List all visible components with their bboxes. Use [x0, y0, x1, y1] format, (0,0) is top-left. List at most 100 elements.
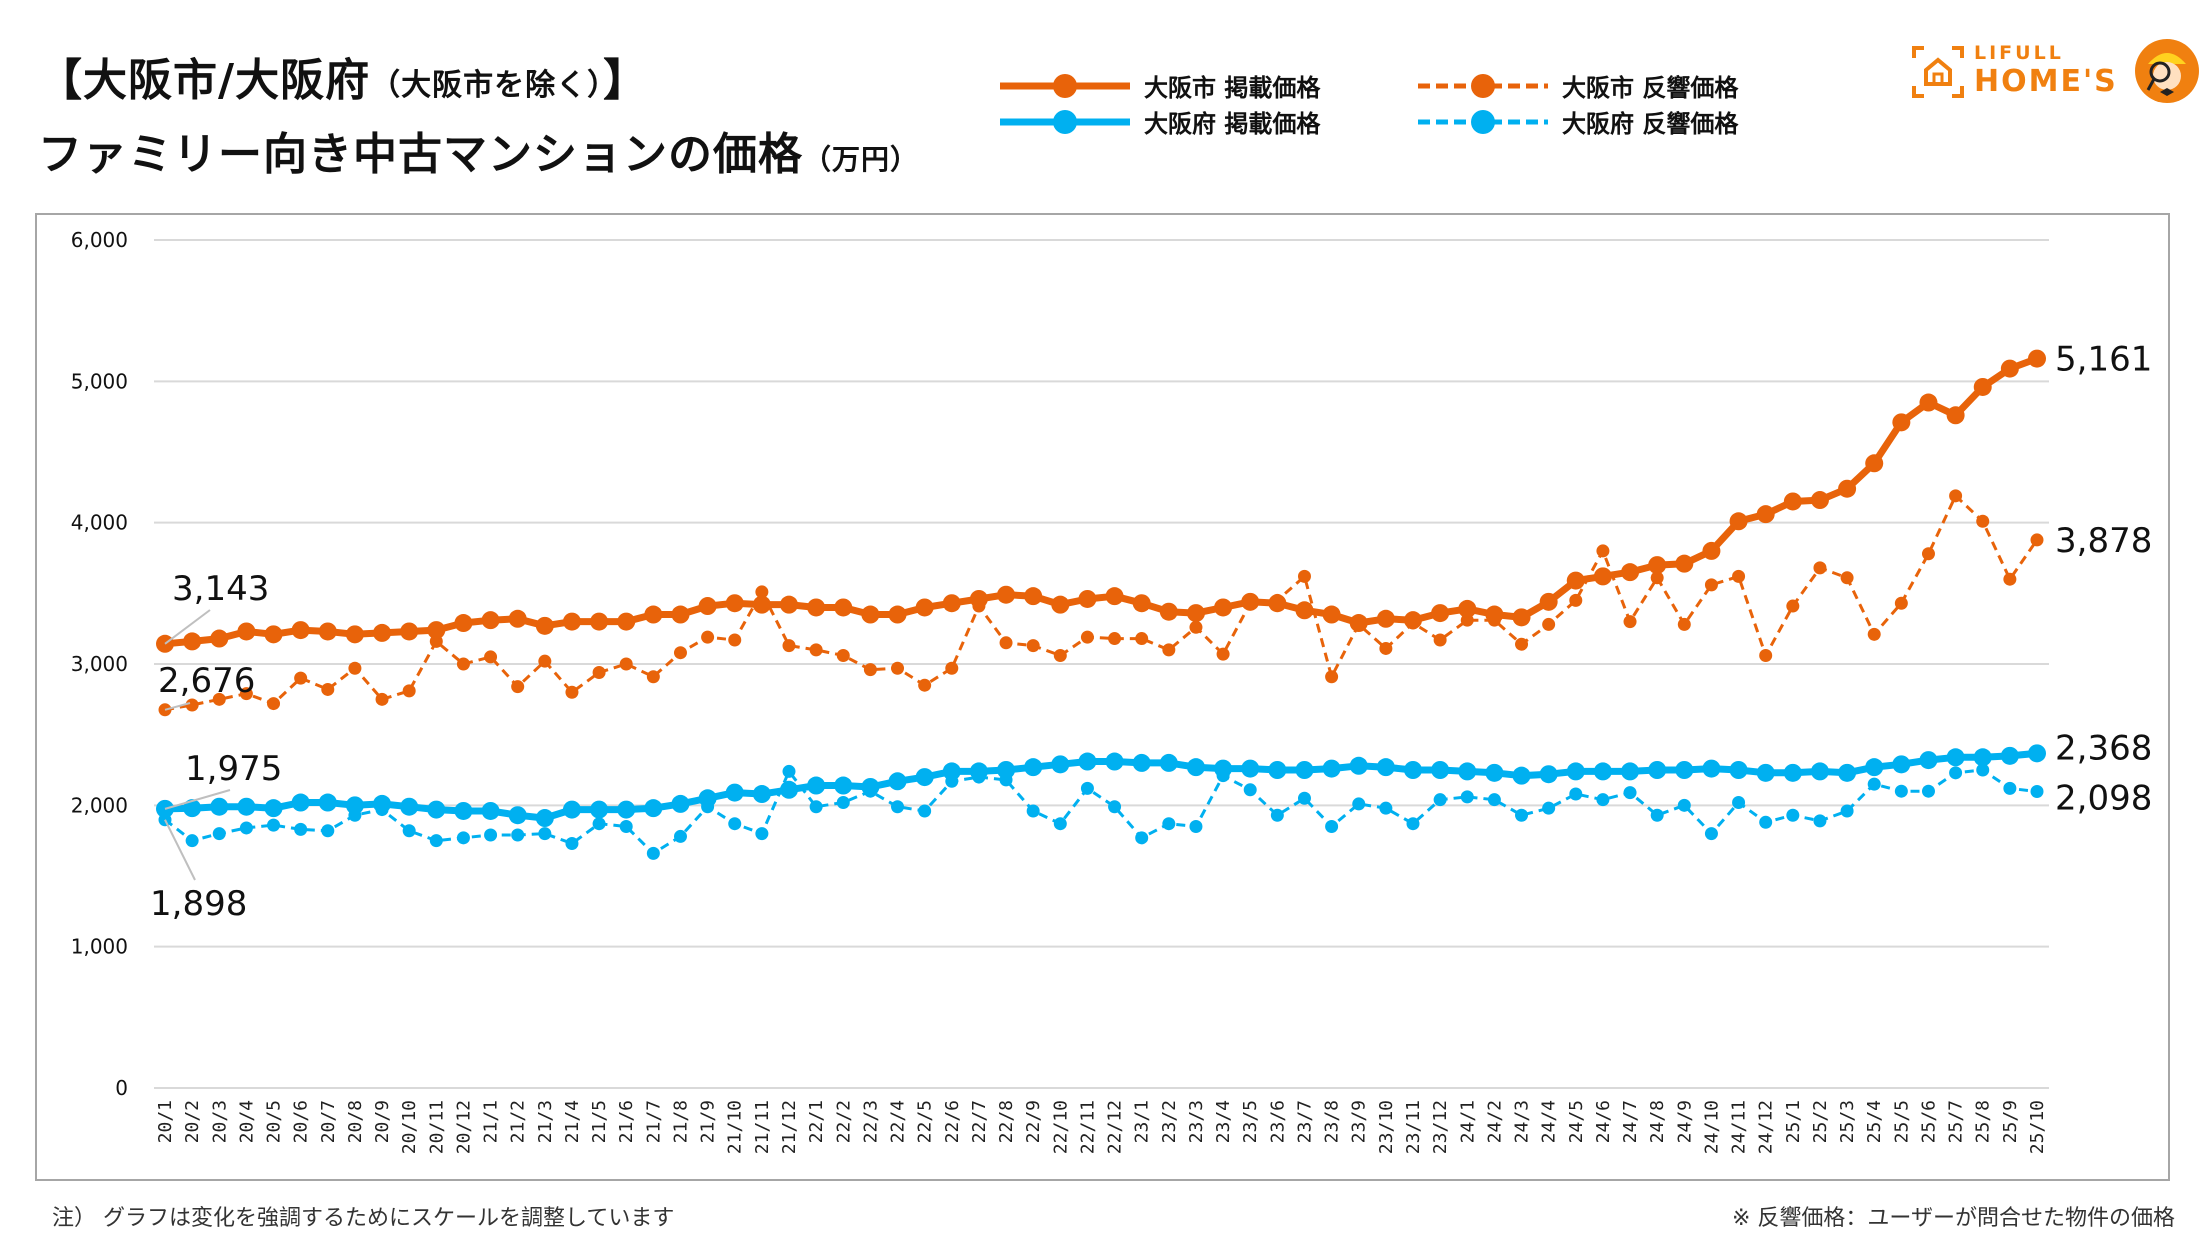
- data-point: [264, 625, 283, 644]
- x-tick-label: 21/2: [508, 1100, 529, 1143]
- data-point: [402, 824, 416, 838]
- x-tick-label: 24/7: [1620, 1100, 1641, 1143]
- title-main-2: ファミリー向き中古マンションの価格: [38, 129, 803, 180]
- x-tick-label: 21/10: [725, 1100, 746, 1154]
- title-main: 【大阪市/大阪府: [38, 55, 371, 106]
- data-point: [1539, 765, 1558, 784]
- legend-solid-blue-marker-icon: [1000, 109, 1130, 134]
- data-point: [644, 799, 663, 818]
- data-point: [239, 687, 253, 701]
- data-point: [997, 761, 1016, 779]
- data-point: [1593, 762, 1612, 781]
- data-point: [945, 661, 959, 675]
- data-point: [1704, 578, 1718, 592]
- data-point: [508, 806, 527, 825]
- data-point: [918, 804, 932, 818]
- data-point: [210, 629, 229, 648]
- title-bracket-end: 】: [603, 55, 649, 106]
- data-point: [1677, 798, 1691, 812]
- data-point: [1078, 589, 1097, 608]
- data-point: [1566, 762, 1585, 781]
- data-point: [1623, 786, 1637, 800]
- data-point: [1080, 781, 1094, 795]
- title-sub: （大阪市を除く）: [370, 68, 604, 103]
- x-tick-label: 23/4: [1213, 1100, 1234, 1143]
- legend-item-osaka-pref-listing: 大阪府 掲載価格: [1000, 104, 1320, 139]
- x-tick-label: 22/6: [942, 1100, 963, 1143]
- data-point: [1702, 759, 1721, 778]
- x-tick-label: 20/2: [182, 1100, 203, 1143]
- data-point: [427, 621, 446, 640]
- data-point: [1732, 569, 1746, 583]
- x-tick-label: 21/1: [481, 1100, 502, 1143]
- data-point: [969, 589, 988, 608]
- data-point: [1485, 605, 1504, 624]
- data-point: [1214, 598, 1233, 617]
- start-value-label: 2,676: [158, 661, 255, 701]
- x-tick-label: 20/8: [345, 1100, 366, 1143]
- x-tick-label: 24/6: [1593, 1100, 1614, 1143]
- data-point: [1460, 790, 1474, 804]
- data-point: [1270, 808, 1284, 822]
- data-point: [1921, 547, 1935, 561]
- data-point: [237, 797, 256, 816]
- x-tick-label: 22/7: [969, 1100, 990, 1143]
- x-tick-label: 24/9: [1674, 1100, 1695, 1143]
- data-point: [915, 768, 934, 787]
- data-point: [1894, 784, 1908, 798]
- data-point: [617, 800, 636, 819]
- data-point: [1729, 761, 1748, 779]
- data-point: [1677, 617, 1691, 631]
- data-point: [291, 621, 310, 640]
- data-point: [1376, 609, 1395, 628]
- data-point: [1189, 620, 1203, 634]
- x-tick-label: 21/8: [670, 1100, 691, 1143]
- data-point: [1189, 820, 1203, 834]
- y-tick-label: 4,000: [71, 511, 128, 535]
- legend-item-osaka-pref-inquiry: 大阪府 反響価格: [1418, 104, 1738, 139]
- data-point: [1949, 489, 1963, 503]
- data-point: [1840, 571, 1854, 585]
- data-point: [1542, 617, 1556, 631]
- data-point: [484, 828, 498, 842]
- data-point: [646, 846, 660, 860]
- data-point: [1433, 633, 1447, 647]
- data-point: [1865, 454, 1884, 473]
- data-point: [345, 625, 364, 644]
- data-point: [644, 605, 663, 624]
- data-point: [1976, 763, 1990, 777]
- legend-label: 大阪府 反響価格: [1562, 110, 1739, 138]
- data-point: [183, 799, 202, 818]
- data-point: [1786, 808, 1800, 822]
- data-point: [1159, 753, 1178, 772]
- data-point: [1352, 797, 1366, 811]
- x-tick-label: 21/9: [698, 1100, 719, 1143]
- start-value-label: 1,898: [150, 884, 247, 924]
- data-point: [456, 831, 470, 845]
- data-point: [1431, 604, 1450, 623]
- data-point: [294, 671, 308, 685]
- data-point: [1569, 787, 1583, 801]
- data-point: [1379, 801, 1393, 815]
- data-point: [318, 622, 337, 641]
- data-point: [1810, 762, 1829, 781]
- data-point: [698, 789, 717, 808]
- data-point: [1186, 604, 1205, 623]
- data-point: [1946, 748, 1965, 767]
- data-point: [185, 698, 199, 712]
- data-point: [291, 793, 310, 812]
- logo-text-lifull: LIFULL: [1974, 42, 2064, 64]
- data-point: [619, 657, 633, 671]
- data-point: [1729, 512, 1748, 531]
- x-tick-label: 24/5: [1566, 1100, 1587, 1143]
- data-point: [2028, 349, 2046, 368]
- data-point: [511, 828, 525, 842]
- y-tick-label: 2,000: [71, 793, 128, 817]
- series-line-solid: [164, 749, 2038, 822]
- data-point: [1214, 759, 1233, 778]
- data-point: [1702, 541, 1721, 560]
- footnote-inquiry-definition: ※ 反響価格：ユーザーが問合せた物件の価格: [1732, 1206, 2175, 1231]
- data-point: [1542, 801, 1556, 815]
- x-tick-label: 20/6: [291, 1100, 312, 1143]
- data-point: [185, 834, 199, 848]
